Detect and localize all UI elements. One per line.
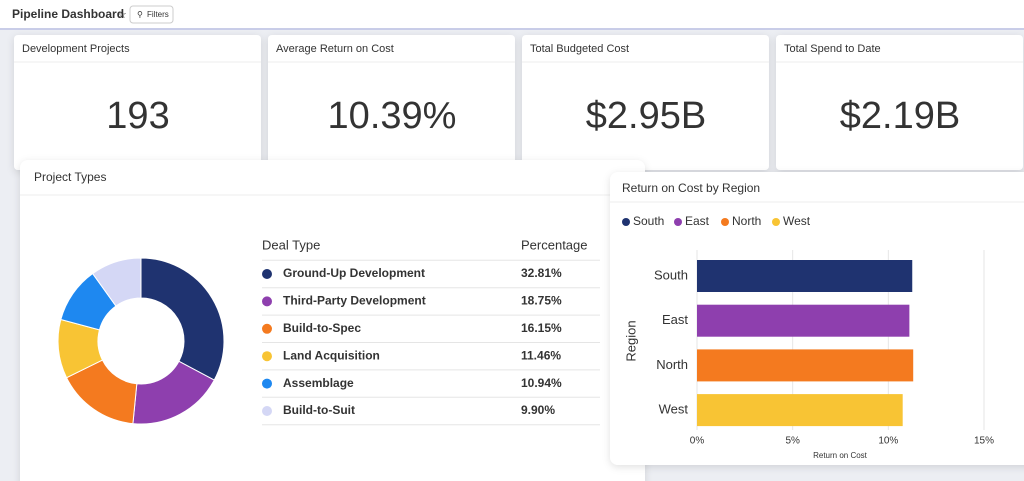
legend-dot bbox=[262, 296, 272, 307]
bar bbox=[697, 260, 913, 292]
y-tick-label: West bbox=[659, 402, 689, 417]
y-tick-label: East bbox=[662, 312, 688, 327]
x-tick-label: 15% bbox=[974, 436, 994, 447]
deal-type: Build-to-Suit bbox=[283, 403, 355, 417]
donut-slice bbox=[140, 257, 225, 381]
deal-type: Third-Party Development bbox=[283, 294, 426, 308]
legend-dot bbox=[721, 218, 729, 226]
kpi-card bbox=[776, 35, 1023, 170]
kpi-title: Total Spend to Date bbox=[784, 43, 881, 55]
column-header: Deal Type bbox=[262, 237, 320, 252]
kpi-value: 10.39% bbox=[328, 95, 457, 137]
legend-label: South bbox=[633, 214, 664, 228]
deal-type: Build-to-Spec bbox=[283, 321, 361, 335]
column-header: Percentage bbox=[521, 237, 588, 252]
kpi-card bbox=[268, 35, 515, 170]
legend-dot bbox=[262, 351, 272, 362]
legend-dot bbox=[262, 378, 272, 389]
deal-type: Land Acquisition bbox=[283, 348, 380, 362]
legend-dot bbox=[622, 218, 630, 226]
card-title: Return on Cost by Region bbox=[622, 181, 760, 195]
legend-label: East bbox=[685, 214, 710, 228]
legend-label: North bbox=[732, 214, 761, 228]
legend-dot bbox=[772, 218, 780, 226]
page-title: Pipeline Dashboard bbox=[12, 7, 124, 21]
percentage: 16.15% bbox=[521, 321, 562, 335]
deal-type: Assemblage bbox=[283, 376, 354, 390]
kpi-value: $2.19B bbox=[840, 95, 960, 137]
percentage: 10.94% bbox=[521, 376, 562, 390]
kpi-title: Development Projects bbox=[22, 43, 130, 55]
deal-type: Ground-Up Development bbox=[283, 266, 425, 280]
filter-icon: ⚲ bbox=[137, 10, 143, 19]
y-tick-label: South bbox=[654, 267, 688, 282]
y-axis-label: Region bbox=[623, 320, 638, 361]
kpi-value: 193 bbox=[106, 95, 169, 137]
percentage: 11.46% bbox=[521, 348, 561, 362]
legend-dot bbox=[262, 323, 272, 334]
kpi-card bbox=[14, 35, 261, 170]
filters-label[interactable]: Filters bbox=[147, 10, 169, 19]
kpi-title: Total Budgeted Cost bbox=[530, 43, 629, 55]
percentage: 9.90% bbox=[521, 403, 555, 417]
x-axis-label: Return on Cost bbox=[813, 451, 868, 460]
legend-dot bbox=[674, 218, 682, 226]
favorite-star[interactable]: ☆ bbox=[117, 9, 127, 21]
legend-dot bbox=[262, 406, 272, 416]
kpi-value: $2.95B bbox=[586, 95, 706, 137]
x-tick-label: 10% bbox=[878, 436, 898, 447]
kpi-card bbox=[522, 35, 769, 170]
legend-dot bbox=[262, 269, 272, 279]
x-tick-label: 5% bbox=[785, 436, 800, 447]
card-title: Project Types bbox=[34, 170, 106, 184]
kpi-title: Average Return on Cost bbox=[276, 43, 394, 55]
percentage: 18.75% bbox=[521, 294, 562, 308]
filters-button[interactable] bbox=[129, 5, 174, 24]
bar bbox=[697, 304, 910, 337]
bar bbox=[697, 349, 914, 382]
legend-label: West bbox=[783, 214, 811, 228]
percentage: 32.81% bbox=[521, 266, 562, 280]
y-tick-label: North bbox=[656, 357, 688, 372]
bar bbox=[697, 394, 903, 427]
x-tick-label: 0% bbox=[690, 436, 705, 447]
donut-slice bbox=[91, 257, 142, 307]
